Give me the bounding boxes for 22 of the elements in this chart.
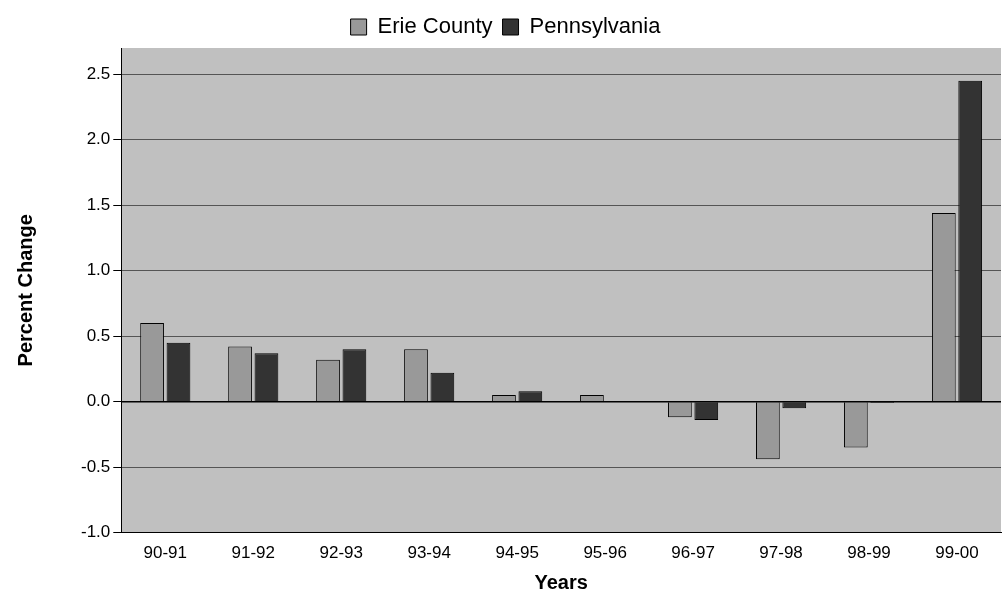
y-tick-label: 1.0 xyxy=(86,260,111,280)
y-tick-label: -0.5 xyxy=(81,456,111,476)
x-tick-label: 97-98 xyxy=(759,543,803,563)
x-tick-label: 95-96 xyxy=(583,543,627,563)
y-tick-label: 1.5 xyxy=(86,194,111,214)
x-tick-label: 91-92 xyxy=(231,543,275,563)
y-tick-label: 0.0 xyxy=(86,391,111,411)
x-tick-label: 98-99 xyxy=(847,543,891,563)
legend-label: Erie County xyxy=(377,13,493,39)
legend-label: Pennsylvania xyxy=(529,13,662,39)
x-tick-label: 99-00 xyxy=(935,543,979,563)
y-axis-title: Percent Change xyxy=(13,214,36,367)
x-tick-label: 93-94 xyxy=(407,543,451,563)
x-tick-label: 94-95 xyxy=(495,543,539,563)
y-tick-label: -1.0 xyxy=(81,522,111,542)
y-tick-label: 2.0 xyxy=(86,129,111,149)
x-tick-label: 92-93 xyxy=(319,543,363,563)
y-tick-label: 2.5 xyxy=(86,63,111,83)
x-tick-label: 90-91 xyxy=(143,543,188,563)
x-axis-title: Years xyxy=(534,570,588,593)
x-tick-label: 96-97 xyxy=(671,543,715,563)
y-tick-label: 0.5 xyxy=(86,325,111,345)
